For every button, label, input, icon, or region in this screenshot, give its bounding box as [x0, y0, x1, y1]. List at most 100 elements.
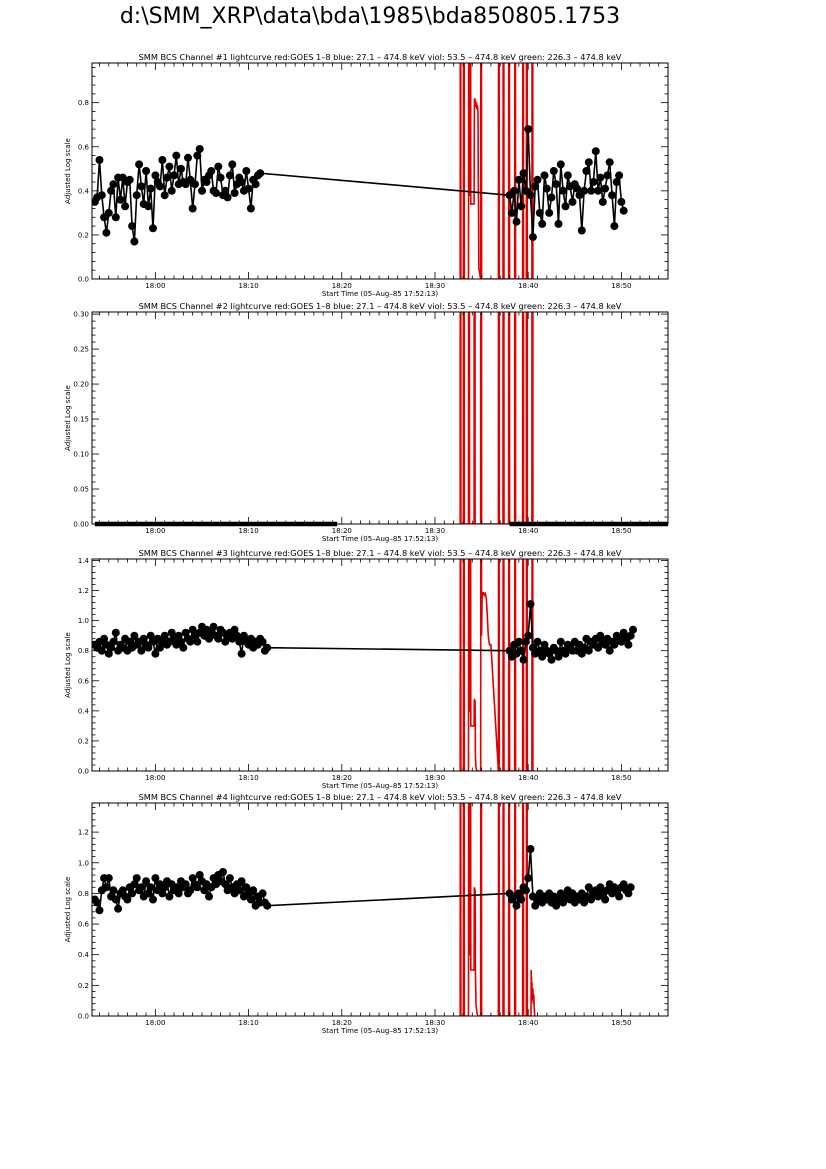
data-point — [144, 889, 153, 898]
data-point — [219, 868, 227, 876]
data-point — [188, 204, 197, 213]
data-point — [568, 197, 577, 206]
data-point — [626, 631, 635, 640]
chart-title: SMM BCS Channel #2 lightcurve red:GOES 1… — [139, 301, 622, 311]
panel-3: SMM BCS Channel #3 lightcurve red:GOES 1… — [64, 548, 669, 790]
data-point — [205, 634, 213, 643]
data-point — [149, 224, 157, 233]
data-point — [528, 233, 537, 242]
data-point — [624, 889, 633, 898]
data-point — [237, 178, 246, 186]
data-point — [125, 637, 134, 646]
data-point — [554, 652, 563, 661]
data-point — [512, 901, 521, 910]
data-point — [212, 189, 220, 197]
data-point — [619, 628, 628, 637]
data-point — [608, 191, 617, 200]
y-axis-label: Adjusted Log scale — [64, 632, 72, 698]
data-point — [601, 640, 610, 649]
data-point — [109, 637, 118, 646]
y-tick-label: 0.8 — [78, 647, 89, 655]
data-point — [181, 628, 190, 637]
data-point — [158, 889, 167, 898]
data-point — [139, 634, 148, 643]
data-point — [514, 637, 523, 646]
data-point — [538, 652, 547, 661]
data-point — [524, 125, 533, 134]
y-tick-label: 0.30 — [73, 311, 89, 319]
x-tick-label: 18:20 — [332, 1019, 352, 1027]
data-point — [214, 634, 223, 643]
data-point — [111, 895, 120, 904]
data-point — [118, 886, 127, 895]
data-point — [629, 625, 637, 634]
data-point — [130, 631, 139, 640]
data-point — [589, 178, 598, 186]
data-point — [209, 622, 218, 631]
data-point — [559, 898, 568, 907]
data-point — [95, 906, 104, 915]
y-axis-label: Adjusted Log scale — [64, 877, 72, 943]
data-point — [146, 631, 155, 640]
data-point — [263, 901, 272, 910]
data-point — [610, 640, 619, 649]
data-point — [580, 186, 589, 195]
y-tick-label: 0.0 — [78, 1013, 89, 1021]
data-point — [263, 643, 272, 652]
data-point — [237, 649, 246, 658]
x-tick-label: 18:50 — [611, 282, 631, 290]
data-point — [535, 208, 544, 217]
data-point — [163, 173, 171, 182]
data-point — [577, 649, 586, 658]
data-point — [184, 153, 192, 162]
data-point — [533, 637, 542, 646]
data-point — [186, 637, 195, 646]
data-point — [158, 156, 167, 164]
y-tick-label: 0.2 — [78, 982, 89, 990]
x-axis-label: Start Time (05–Aug–85 17:52:13) — [322, 782, 439, 790]
data-point — [104, 649, 113, 658]
data-point — [93, 898, 102, 907]
y-tick-label: 0.15 — [73, 416, 89, 424]
x-tick-label: 18:30 — [425, 282, 445, 290]
data-point — [559, 186, 568, 195]
y-tick-label: 0.2 — [78, 231, 89, 239]
x-tick-label: 18:10 — [238, 774, 258, 782]
data-point — [151, 649, 160, 658]
data-point — [540, 171, 549, 180]
data-point — [205, 892, 213, 901]
data-point — [524, 874, 533, 883]
x-tick-label: 18:50 — [611, 774, 631, 782]
data-point — [116, 195, 125, 204]
data-point — [223, 193, 232, 202]
data-point — [104, 208, 113, 217]
y-tick-label: 0.0 — [78, 276, 89, 284]
data-point — [246, 204, 255, 213]
x-tick-label: 18:20 — [332, 527, 352, 535]
x-tick-label: 18:40 — [518, 282, 538, 290]
data-point — [167, 628, 176, 637]
data-point — [528, 643, 537, 652]
x-tick-label: 18:40 — [518, 774, 538, 782]
data-point — [244, 184, 253, 193]
data-point — [517, 895, 526, 904]
data-point — [104, 874, 113, 883]
data-point — [615, 892, 624, 901]
data-point — [542, 184, 551, 193]
data-point — [172, 883, 181, 892]
data-point — [584, 646, 593, 655]
data-point — [170, 171, 178, 180]
data-point — [102, 883, 111, 892]
y-axis-label: Adjusted Log scale — [64, 385, 72, 451]
data-point — [160, 883, 169, 892]
x-tick-label: 18:20 — [332, 774, 352, 782]
data-point — [556, 160, 565, 169]
data-point — [221, 186, 230, 195]
data-point — [114, 904, 123, 913]
data-point — [535, 646, 544, 655]
y-tick-label: 0.4 — [78, 707, 90, 715]
data-point — [533, 175, 542, 184]
data-point — [554, 219, 563, 228]
y-tick-label: 0.10 — [73, 451, 89, 459]
